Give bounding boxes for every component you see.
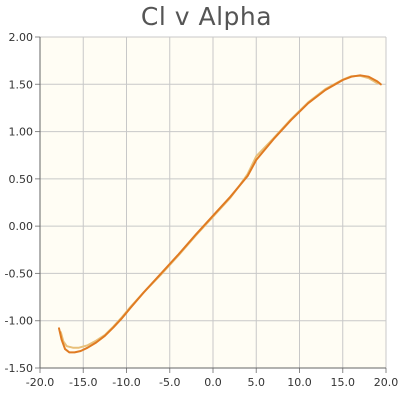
x-tick-label: 10.0 [287,376,312,389]
x-tick-label: -5.0 [159,376,180,389]
y-tick-label: -1.00 [5,315,33,328]
y-tick-label: 0.00 [9,220,34,233]
y-tick-label: 1.00 [9,126,34,139]
y-tick-label: -1.50 [5,362,33,375]
x-tick-label: 15.0 [331,376,356,389]
chart-title: Cl v Alpha [140,2,273,31]
y-tick-label: 1.50 [9,78,34,91]
y-tick-label: -0.50 [5,267,33,280]
x-tick-label: -20.0 [26,376,54,389]
series-line-2 [58,74,382,354]
x-tick-label: -10.0 [112,376,140,389]
y-tick-label: 0.50 [9,173,34,186]
y-tick-label: 2.00 [9,31,34,44]
x-tick-label: 20.0 [374,376,399,389]
x-tick-label: 0.0 [204,376,222,389]
x-tick-label: -15.0 [69,376,97,389]
x-tick-label: 5.0 [248,376,266,389]
